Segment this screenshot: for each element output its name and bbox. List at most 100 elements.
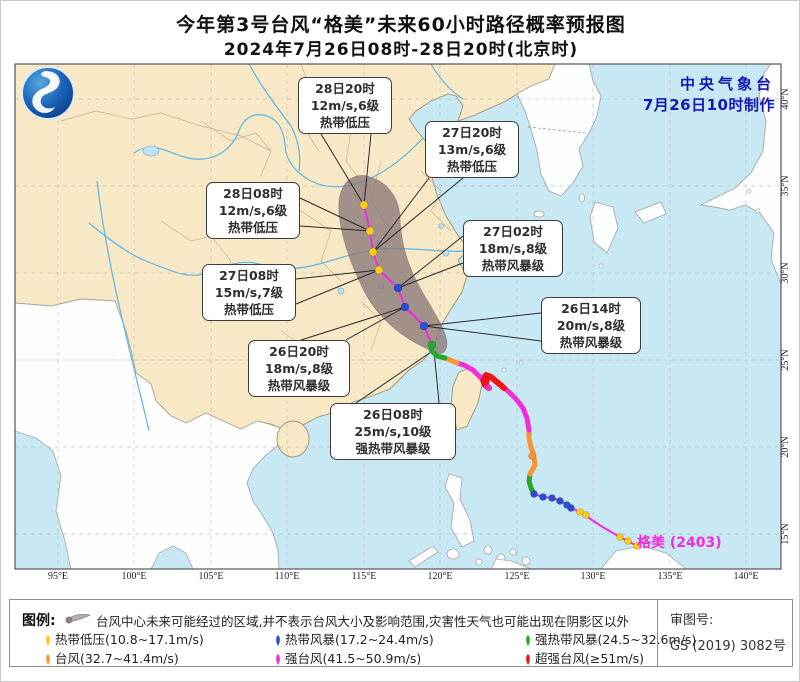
track-point [365,226,375,236]
cone-legend-icon [65,614,92,624]
track-point [359,200,369,210]
page-subtitle: 2024年7月26日08时-28日20时(北京时) [223,40,579,60]
observed-seg-typhoon-1 [526,427,538,477]
callout-wind: 18m/s,8级 [478,241,548,256]
track-point [400,302,410,312]
callout-time: 26日14时 [561,301,621,316]
callout-time: 27日08时 [219,268,279,283]
track-point [616,533,624,541]
track-point [556,497,564,505]
callout-leader-lines [295,133,542,404]
callout-time: 26日20时 [269,344,329,359]
track-point [633,542,641,550]
hainan-island [276,420,310,458]
callout-level: 热带风暴级 [481,258,545,273]
callout-wind: 12m/s,6级 [218,203,288,218]
legend-item-label: 台风(32.7~41.4m/s) [55,651,179,666]
legend-item-td: 热带低压(10.8~17.1m/s) [44,629,204,648]
super-ty-marker-icon [526,654,530,665]
callout-time: 26日08时 [363,407,423,422]
map-border [14,63,782,570]
track-point [563,501,571,509]
approval-number: GS (2019) 3082号 [670,639,786,654]
callout-level: 热带低压 [223,302,274,317]
legend-item-label: 热带风暴(17.2~24.4m/s) [285,632,434,647]
legend-title: 图例: [22,613,56,629]
lon-label: 120°E [427,571,453,582]
mindoro-island [446,548,460,560]
legend-item-super-ty: 超强台风(≥51m/s) [524,648,644,667]
callout-28d08h: 28日08时 12m/s,6级 热带低压 [206,182,300,239]
callout-level: 热带风暴级 [559,335,623,350]
legend-item-ts: 热带风暴(17.2~24.4m/s) [274,629,434,648]
track-point [624,537,632,545]
tsushima-island [579,193,585,203]
callout-time: 27日02时 [483,224,543,239]
observed-seg-severe-typhoon-1 [501,385,532,433]
track-point [368,247,378,257]
palawan-island [408,545,439,568]
legend-item-label: 强台风(41.5~50.9m/s) [285,651,422,666]
track-point [427,340,437,350]
ts-marker-icon [276,635,280,646]
japan-kyushu [589,201,619,254]
callout-27d02h: 27日02时 18m/s,8级 热带风暴级 [463,220,563,277]
legend-item-label: 强热带风暴(24.5~32.6m/s) [535,632,697,647]
track-points-layer [359,200,641,550]
lat-label: 40°N [780,88,791,110]
legend-divider [657,600,658,666]
lon-label: 115°E [351,571,377,582]
track-point [539,493,547,501]
lon-label: 110°E [274,571,300,582]
mindanao-island [490,558,532,569]
approval-label: 审图号: [670,613,714,628]
cma-logo-icon [21,66,75,120]
lat-label: 25°N [780,349,791,371]
track-point [480,376,490,386]
legend: 图例: 台风中心未来可能经过的区域,并不表示台风大小及影响范围,灾害性天气也可能… [9,599,793,667]
callout-wind: 15m/s,7级 [214,285,284,300]
map-approval-number: 审图号: GS (2019) 3082号 [670,608,786,660]
track-point [530,490,538,498]
callout-time: 28日20时 [315,81,375,96]
lon-label: 105°E [198,571,224,582]
storm-name-label: 格美 (2403) [637,535,722,551]
sts-marker-icon [526,635,530,646]
lon-label: 130°E [580,571,606,582]
ty-marker-icon [46,654,50,665]
lon-label: 95°E [47,571,69,582]
legend-item-label: 超强台风(≥51m/s) [535,651,645,666]
issuer-agency: 中央气象台 [679,75,775,93]
callout-28d20h: 28日20时 12m/s,6级 热带低压 [298,77,392,134]
callout-26d14h: 26日14时 20m/s,8级 热带风暴级 [541,297,641,354]
callout-level: 热带低压 [319,115,370,130]
callout-level: 热带风暴级 [267,378,331,393]
track-point [582,511,590,519]
probability-cone [338,175,448,354]
visayas-islands [475,545,531,566]
track-point [419,321,429,331]
japan-honshu [699,64,781,285]
lat-label: 20°N [780,436,791,458]
page-title: 今年第3号台风“格美”未来60小时路径概率预报图 [176,14,626,36]
japan-shikoku [634,201,667,224]
lon-label: 100°E [121,571,147,582]
lat-label: 30°N [780,262,791,284]
lon-label: 125°E [504,571,530,582]
callout-level: 强热带风暴级 [355,441,431,456]
callout-wind: 18m/s,8级 [264,361,334,376]
track-point [374,265,384,275]
borneo-island [600,545,687,569]
track-point [548,494,556,502]
indochina-land [15,298,284,569]
lon-label: 135°E [657,571,683,582]
legend-item-sty: 强台风(41.5~50.9m/s) [274,648,421,667]
callout-wind: 25m/s,10级 [354,424,432,439]
legend-note: 台风中心未来可能经过的区域,并不表示台风大小及影响范围,灾害性天气也可能出现在阴… [96,614,629,629]
track-point [393,283,403,293]
callout-level: 热带低压 [227,220,278,235]
legend-item-ty: 台风(32.7~41.4m/s) [44,648,179,667]
jeju-island [533,210,545,218]
track-point [528,452,536,460]
